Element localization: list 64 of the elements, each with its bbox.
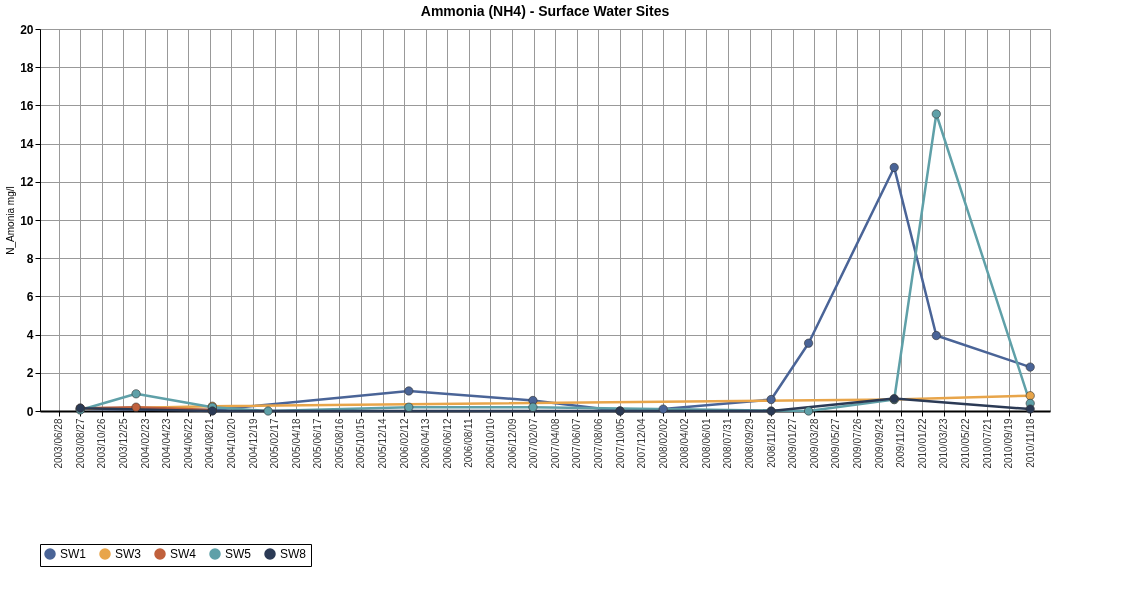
x-tick-label: 2009/05/27 — [830, 418, 842, 469]
x-tick-label: 2006/12/09 — [506, 418, 518, 469]
x-tick-label: 2009/11/23 — [895, 418, 907, 468]
x-tick-label: 2005/12/14 — [377, 418, 389, 469]
y-tick-label: 2 — [26, 366, 34, 381]
x-tick-label: 2005/06/17 — [312, 418, 324, 469]
x-tick-label: 2008/09/29 — [744, 418, 756, 469]
x-tick-label: 2006/02/12 — [398, 418, 410, 469]
x-tick-label: 2003/10/26 — [96, 418, 108, 469]
x-tick-label: 2008/07/31 — [722, 418, 734, 469]
x-tick-label: 2006/06/12 — [441, 418, 453, 469]
x-tick-label: 2005/08/16 — [333, 418, 345, 469]
x-tick-label: 2007/06/07 — [571, 418, 583, 469]
y-tick-label: 6 — [26, 289, 34, 304]
x-tick-label: 2010/07/21 — [981, 418, 993, 469]
y-tick-label: 18 — [20, 60, 34, 75]
y-tick-label: 20 — [20, 22, 34, 37]
x-tick-label: 2003/12/25 — [117, 418, 129, 469]
x-tick-label: 2007/02/07 — [528, 418, 540, 469]
y-tick-label: 12 — [20, 175, 34, 190]
y-tick-label: 14 — [20, 137, 34, 152]
legend-label: SW3 — [115, 547, 142, 561]
x-tick-label: 2006/08/11 — [463, 418, 475, 468]
x-tick-label: 2009/03/28 — [808, 418, 820, 469]
x-tick-label: 2010/11/18 — [1024, 418, 1036, 468]
x-tick-label: 2004/06/22 — [182, 418, 194, 469]
x-tick-label: 2004/04/23 — [161, 418, 173, 469]
legend-label: SW5 — [225, 547, 252, 561]
x-tick-label: 2008/11/28 — [765, 418, 777, 468]
legend-label: SW4 — [170, 547, 197, 561]
legend-label: SW1 — [60, 547, 87, 561]
x-tick-label: 2010/01/22 — [916, 418, 928, 469]
x-tick-label: 2008/04/02 — [679, 418, 691, 469]
y-tick-label: 8 — [26, 251, 34, 266]
y-tick-label: 4 — [26, 328, 34, 343]
y-axis-title: N_Amonia mg/l — [5, 186, 17, 255]
x-tick-label: 2010/09/19 — [1003, 418, 1015, 469]
legend-label: SW8 — [280, 547, 307, 561]
x-tick-label: 2010/03/23 — [938, 418, 950, 469]
x-tick-label: 2005/10/15 — [355, 418, 367, 469]
x-tick-label: 2008/06/01 — [700, 418, 712, 469]
x-tick-label: 2007/04/08 — [549, 418, 561, 469]
y-tick-label: 10 — [20, 213, 34, 228]
x-tick-label: 2008/02/02 — [657, 418, 669, 469]
x-tick-label: 2005/04/18 — [290, 418, 302, 469]
x-tick-label: 2006/10/10 — [484, 418, 496, 469]
x-tick-label: 2007/12/04 — [636, 418, 648, 469]
x-tick-label: 2005/02/17 — [269, 418, 281, 469]
x-tick-label: 2004/08/21 — [204, 418, 216, 469]
x-tick-label: 2003/06/28 — [53, 418, 65, 469]
x-tick-label: 2009/07/26 — [852, 418, 863, 469]
x-tick-label: 2009/09/24 — [873, 418, 885, 469]
x-tick-label: 2009/01/27 — [787, 418, 799, 469]
y-tick-label: 16 — [20, 98, 34, 113]
x-tick-label: 2004/02/23 — [139, 418, 151, 469]
x-tick-label: 2004/12/19 — [247, 418, 259, 469]
x-tick-label: 2006/04/13 — [420, 418, 432, 469]
x-tick-label: 2004/10/20 — [225, 418, 237, 469]
x-tick-label: 2010/05/22 — [959, 418, 971, 469]
chart-title: Ammonia (NH4) - Surface Water Sites — [420, 3, 670, 19]
x-tick-label: 2007/10/05 — [614, 418, 626, 469]
x-tick-label: 2003/08/27 — [74, 418, 86, 469]
y-tick-label: 0 — [26, 404, 34, 419]
x-tick-label: 2007/08/06 — [592, 418, 604, 469]
